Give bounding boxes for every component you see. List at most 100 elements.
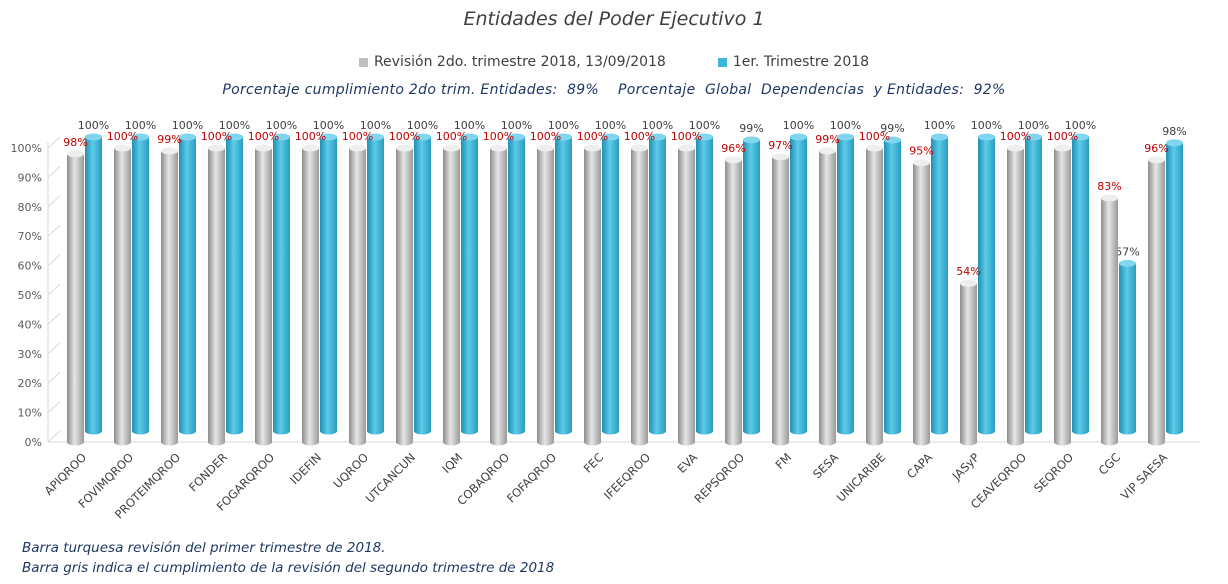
data-label-teal: 100% bbox=[1065, 119, 1096, 132]
footnote-line-2: Barra gris indica el cumplimiento de la … bbox=[22, 560, 555, 576]
x-tick-label: IDEFIN bbox=[287, 450, 324, 487]
x-tick-label: EVA bbox=[674, 450, 700, 476]
bar-gray-top bbox=[255, 144, 272, 152]
data-label-gray: 100% bbox=[577, 130, 608, 143]
data-label-teal: 99% bbox=[880, 122, 904, 135]
bar-teal-top bbox=[837, 133, 854, 141]
bar-gray bbox=[490, 148, 507, 446]
data-label-teal: 100% bbox=[407, 119, 438, 132]
data-label-teal: 100% bbox=[78, 119, 109, 132]
bar-teal-top bbox=[273, 133, 290, 141]
bar-teal-top bbox=[85, 133, 102, 141]
bar-teal bbox=[837, 137, 854, 435]
data-label-gray: 99% bbox=[157, 133, 181, 146]
bar-gray bbox=[1101, 197, 1118, 446]
data-label-teal: 100% bbox=[971, 119, 1002, 132]
bar-teal-top bbox=[1119, 259, 1136, 267]
gridline bbox=[47, 166, 61, 178]
x-tick-label: FM bbox=[773, 450, 795, 472]
bar-gray-top bbox=[1101, 194, 1118, 202]
data-label-gray: 98% bbox=[63, 136, 87, 149]
data-label-gray: 100% bbox=[295, 130, 326, 143]
y-tick-label: 20% bbox=[18, 377, 42, 390]
bar-gray-top bbox=[1054, 144, 1071, 152]
bar-gray-top bbox=[349, 144, 366, 152]
bar-teal-top bbox=[179, 133, 196, 141]
y-tick-label: 80% bbox=[18, 201, 42, 214]
bar-gray bbox=[349, 148, 366, 446]
data-label-gray: 100% bbox=[107, 130, 138, 143]
data-label-teal: 100% bbox=[313, 119, 344, 132]
bar-gray bbox=[1148, 159, 1165, 446]
data-label-gray: 54% bbox=[956, 265, 980, 278]
bar-teal-top bbox=[649, 133, 666, 141]
data-label-teal: 100% bbox=[689, 119, 720, 132]
data-label-gray: 100% bbox=[1000, 130, 1031, 143]
gridline bbox=[47, 224, 61, 237]
bar-gray-top bbox=[772, 153, 789, 161]
bar-gray bbox=[913, 162, 930, 446]
x-tick-label: CGC bbox=[1096, 450, 1124, 478]
x-tick-label: REPSQROO bbox=[692, 450, 748, 506]
y-tick-label: 70% bbox=[18, 230, 42, 243]
bar-gray bbox=[584, 148, 601, 446]
data-label-gray: 100% bbox=[859, 130, 890, 143]
bar-teal bbox=[1119, 263, 1136, 435]
bar-gray-top bbox=[1007, 144, 1024, 152]
data-label-teal: 100% bbox=[595, 119, 626, 132]
bar-gray-top bbox=[584, 144, 601, 152]
bar-gray-top bbox=[631, 144, 648, 152]
bar-teal bbox=[1025, 137, 1042, 435]
bar-gray-top bbox=[114, 144, 131, 152]
x-tick-label: UTCANCUN bbox=[363, 450, 418, 505]
gridline bbox=[47, 342, 61, 355]
bar-teal-top bbox=[884, 136, 901, 144]
bar-gray bbox=[114, 148, 131, 446]
data-label-teal: 98% bbox=[1162, 125, 1186, 138]
x-tick-label: UQROO bbox=[330, 450, 371, 491]
data-label-teal: 100% bbox=[172, 119, 203, 132]
legend-label-teal: 1er. Trimestre 2018 bbox=[732, 54, 870, 70]
bar-gray-top bbox=[960, 279, 977, 287]
bar-teal bbox=[226, 137, 243, 435]
bar-gray bbox=[67, 153, 84, 446]
data-label-teal: 100% bbox=[830, 119, 861, 132]
bar-teal-top bbox=[367, 133, 384, 141]
x-tick-label: SESA bbox=[810, 450, 841, 481]
bar-gray bbox=[302, 148, 319, 446]
bar-gray-top bbox=[302, 144, 319, 152]
data-label-teal: 100% bbox=[125, 119, 156, 132]
bar-teal bbox=[1072, 137, 1089, 435]
bar-teal bbox=[696, 137, 713, 435]
x-tick-label: FEC bbox=[581, 450, 606, 475]
data-label-gray: 100% bbox=[389, 130, 420, 143]
data-label-teal: 100% bbox=[266, 119, 297, 132]
y-tick-label: 60% bbox=[18, 260, 42, 273]
legend-swatch-teal bbox=[717, 57, 727, 67]
x-tick-label: UNICARIBE bbox=[834, 450, 888, 504]
gridline bbox=[47, 136, 61, 149]
bar-teal-top bbox=[790, 133, 807, 141]
gridline bbox=[47, 254, 61, 266]
bar-teal bbox=[790, 137, 807, 435]
bar-teal-top bbox=[1072, 133, 1089, 141]
bar-teal bbox=[978, 137, 995, 435]
chart-subtitle: Porcentaje cumplimiento 2do trim. Entida… bbox=[222, 82, 1006, 98]
bar-teal-top bbox=[602, 133, 619, 141]
y-tick-label: 0% bbox=[25, 436, 42, 449]
bar-teal bbox=[179, 137, 196, 435]
data-label-gray: 95% bbox=[909, 145, 933, 158]
data-label-gray: 100% bbox=[671, 130, 702, 143]
gridline bbox=[47, 401, 61, 413]
bar-gray-top bbox=[913, 159, 930, 167]
bar-gray-top bbox=[490, 144, 507, 152]
data-label-teal: 100% bbox=[501, 119, 532, 132]
x-tick-label: FONDER bbox=[186, 450, 230, 494]
bar-gray-top bbox=[678, 144, 695, 152]
data-label-gray: 100% bbox=[436, 130, 467, 143]
bar-teal bbox=[555, 137, 572, 435]
bar-teal bbox=[884, 139, 901, 435]
legend-item-teal: 1er. Trimestre 2018 bbox=[717, 54, 870, 70]
x-tick-label: VIP SAESA bbox=[1118, 450, 1170, 502]
